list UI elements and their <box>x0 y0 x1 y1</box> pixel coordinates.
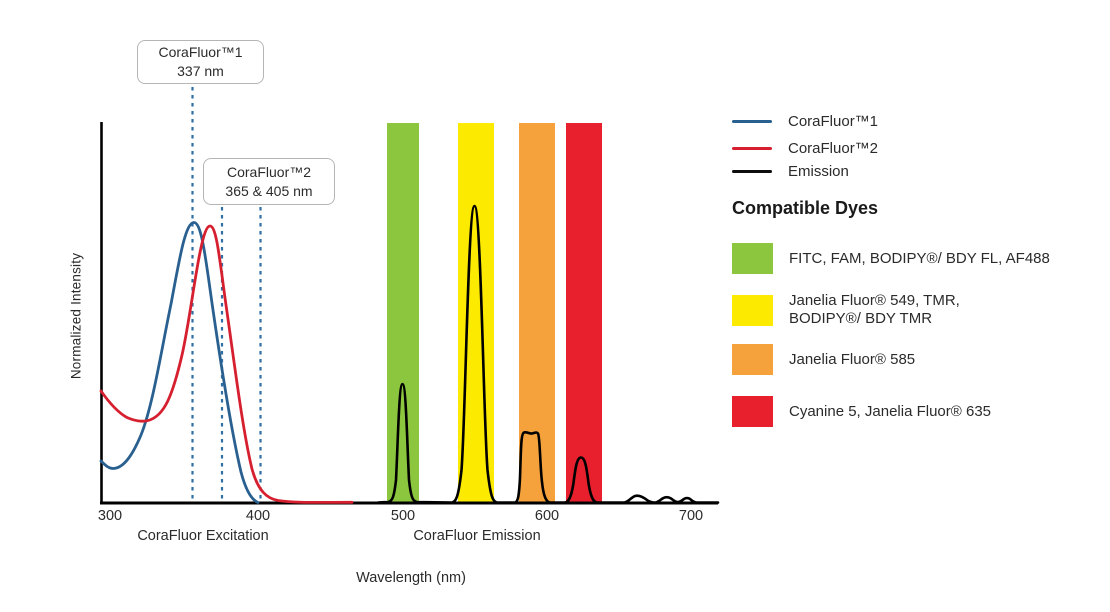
band-green <box>387 123 419 503</box>
callout-corafluor1-title: CoraFluor™1 <box>158 44 243 60</box>
excitation-curve-corafluor2 <box>99 224 354 504</box>
excitation-curve-corafluor1 <box>99 221 260 504</box>
band-orange <box>519 123 555 503</box>
legend-item-corafluor1: CoraFluor™1 <box>732 113 878 130</box>
dye-swatch-green <box>732 243 773 274</box>
x-section-excitation: CoraFluor Excitation <box>137 528 269 544</box>
compatible-dyes-heading: Compatible Dyes <box>732 198 879 218</box>
x-tick-400: 400 <box>245 508 271 524</box>
dye-swatch-orange <box>732 344 773 375</box>
legend-label: CoraFluor™2 <box>788 140 879 157</box>
dye-label: FITC, FAM, BODIPY®/ BDY FL, AF488 <box>789 249 1050 267</box>
callout-corafluor2-value: 365 & 405 nm <box>225 182 313 199</box>
dye-label: Janelia Fluor® 585 <box>789 350 916 368</box>
legend-item-emission: Emission <box>732 163 849 180</box>
dye-swatch-yellow <box>732 294 773 326</box>
legend-label: Emission <box>788 163 849 180</box>
x-tick-500: 500 <box>390 508 416 524</box>
dye-row-yellow: Janelia Fluor® 549, TMR, BODIPY®/ BDY TM… <box>732 292 960 328</box>
callout-corafluor1-value: 337 nm <box>177 63 224 79</box>
legend-line-black-icon <box>732 169 772 174</box>
dye-row-green: FITC, FAM, BODIPY®/ BDY FL, AF488 <box>732 243 1050 274</box>
x-section-emission: CoraFluor Emission <box>413 528 541 544</box>
dye-row-orange: Janelia Fluor® 585 <box>732 344 915 375</box>
x-tick-300: 300 <box>97 508 123 524</box>
legend-label: CoraFluor™1 <box>788 113 879 130</box>
x-tick-600: 600 <box>534 508 560 524</box>
legend-line-blue-icon <box>732 119 772 124</box>
callout-corafluor1: CoraFluor™1 337 nm <box>137 40 264 84</box>
legend-item-corafluor2: CoraFluor™2 <box>732 140 878 157</box>
callout-corafluor2-title: CoraFluor™2 <box>226 163 312 180</box>
dye-label: Janelia Fluor® 549, TMR, BODIPY®/ BDY TM… <box>789 292 960 327</box>
emission-curve <box>376 204 720 504</box>
x-axis-title: Wavelength (nm) <box>356 570 466 586</box>
dye-label: Cyanine 5, Janelia Fluor® 635 <box>789 402 992 420</box>
band-red <box>566 123 602 503</box>
y-axis-label: Normalized Intensity <box>68 252 84 380</box>
dye-swatch-red <box>732 396 773 427</box>
dye-row-red: Cyanine 5, Janelia Fluor® 635 <box>732 396 991 427</box>
legend-line-red-icon <box>732 146 772 151</box>
callout-corafluor2: CoraFluor™2 365 & 405 nm <box>203 158 335 205</box>
x-tick-700: 700 <box>678 508 704 524</box>
